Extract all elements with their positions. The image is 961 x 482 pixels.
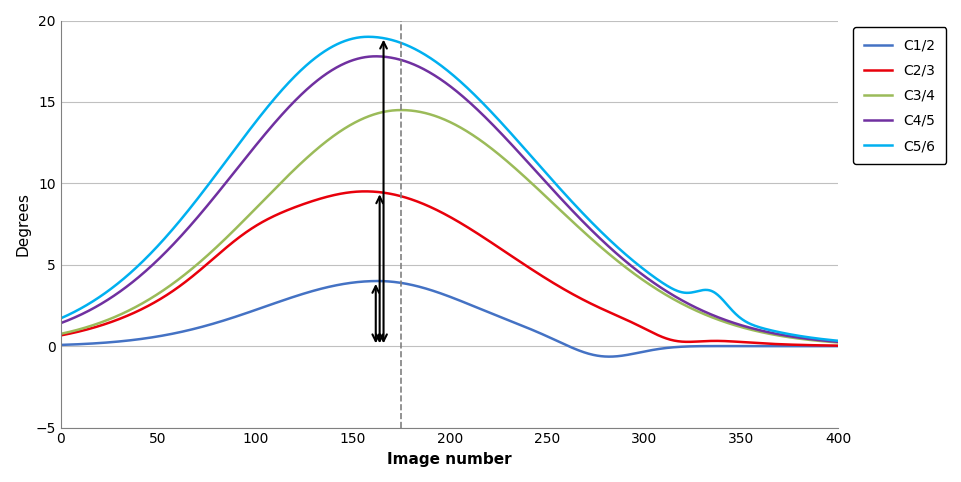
C1/2 bbox=[135, 336, 146, 342]
C4/5 bbox=[833, 339, 845, 345]
C5/6 bbox=[833, 338, 845, 344]
Line: C2/3: C2/3 bbox=[61, 191, 839, 346]
C5/6 bbox=[135, 261, 146, 267]
C1/2 bbox=[604, 354, 615, 360]
C2/3 bbox=[590, 303, 602, 309]
C4/5 bbox=[399, 58, 410, 64]
C3/4 bbox=[135, 302, 146, 308]
C4/5 bbox=[677, 297, 688, 303]
C3/4 bbox=[662, 293, 674, 299]
C2/3 bbox=[370, 189, 382, 195]
C5/6 bbox=[590, 224, 602, 229]
C2/3 bbox=[662, 336, 674, 342]
C1/2 bbox=[399, 281, 410, 286]
C4/5 bbox=[370, 54, 382, 59]
Y-axis label: Degrees: Degrees bbox=[15, 192, 30, 256]
C5/6 bbox=[370, 34, 382, 40]
C1/2 bbox=[663, 345, 675, 350]
C4/5 bbox=[590, 231, 602, 237]
C3/4 bbox=[395, 107, 407, 113]
C1/2 bbox=[678, 344, 689, 349]
C1/2 bbox=[372, 278, 383, 284]
C1/2 bbox=[55, 342, 66, 348]
C2/3 bbox=[135, 307, 146, 313]
C4/5 bbox=[370, 54, 382, 59]
C1/2 bbox=[370, 278, 382, 284]
C3/4 bbox=[399, 107, 410, 113]
Line: C5/6: C5/6 bbox=[61, 37, 839, 341]
Line: C4/5: C4/5 bbox=[61, 56, 839, 342]
C2/3 bbox=[677, 339, 688, 345]
C2/3 bbox=[359, 188, 371, 194]
C3/4 bbox=[370, 111, 382, 117]
C2/3 bbox=[55, 333, 66, 338]
Legend: C1/2, C2/3, C3/4, C4/5, C5/6: C1/2, C2/3, C3/4, C4/5, C5/6 bbox=[853, 27, 947, 164]
C3/4 bbox=[590, 240, 602, 245]
X-axis label: Image number: Image number bbox=[387, 452, 512, 467]
C3/4 bbox=[833, 340, 845, 346]
C4/5 bbox=[55, 320, 66, 326]
C3/4 bbox=[55, 331, 66, 337]
C5/6 bbox=[55, 315, 66, 321]
C3/4 bbox=[677, 301, 688, 307]
Line: C1/2: C1/2 bbox=[61, 281, 839, 357]
C1/2 bbox=[833, 343, 845, 349]
C5/6 bbox=[662, 283, 674, 289]
C2/3 bbox=[399, 194, 410, 200]
Line: C3/4: C3/4 bbox=[61, 110, 839, 343]
C5/6 bbox=[677, 289, 688, 295]
C1/2 bbox=[590, 352, 602, 358]
C2/3 bbox=[833, 343, 845, 348]
C4/5 bbox=[662, 289, 674, 295]
C5/6 bbox=[399, 41, 410, 47]
C4/5 bbox=[135, 273, 146, 279]
C5/6 bbox=[362, 34, 374, 40]
